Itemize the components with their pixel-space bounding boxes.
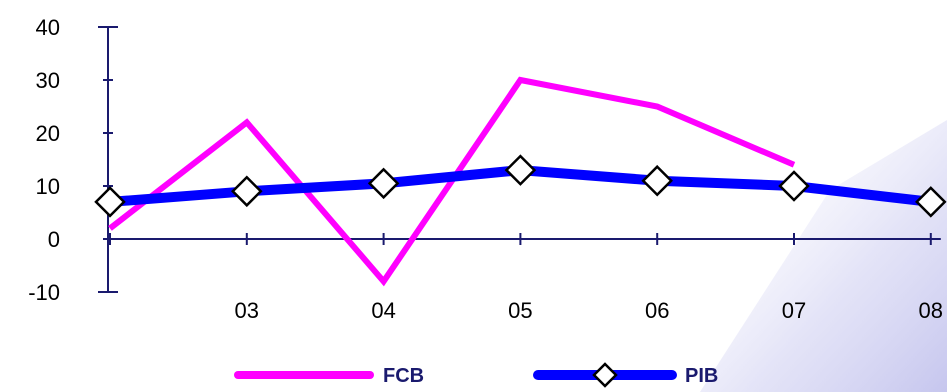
data-point-pib	[641, 164, 673, 197]
data-point-pib	[94, 186, 126, 218]
legend-label-pib: PIB	[685, 365, 718, 387]
y-tick-label: 10	[36, 174, 60, 199]
legend-marker-pib	[592, 362, 618, 388]
data-point-pib	[504, 154, 537, 186]
axes: 40 30 20 10 0 -10 03 04 05 06 07 08	[28, 15, 943, 323]
data-point-pib	[367, 167, 400, 200]
y-tick-label: 40	[36, 15, 60, 40]
x-tick-label: 08	[919, 298, 943, 323]
x-tick-label: 03	[235, 298, 259, 323]
data-point-pib	[915, 186, 947, 218]
x-tick-label: 07	[782, 298, 806, 323]
y-tick-label: -10	[28, 280, 60, 305]
y-tick-label: 0	[48, 227, 60, 252]
x-tick-label: 06	[645, 298, 669, 323]
x-tick-label: 05	[508, 298, 532, 323]
series-layer	[94, 76, 947, 287]
data-point-pib	[231, 175, 263, 208]
legend-label-fcb: FCB	[383, 365, 424, 387]
legend: FCB PIB	[234, 362, 718, 388]
background-glow	[700, 120, 947, 392]
y-tick-label: 20	[36, 121, 60, 146]
x-tick-label: 04	[371, 298, 395, 323]
y-tick-label: 30	[36, 68, 60, 93]
data-point-pib	[778, 170, 810, 202]
